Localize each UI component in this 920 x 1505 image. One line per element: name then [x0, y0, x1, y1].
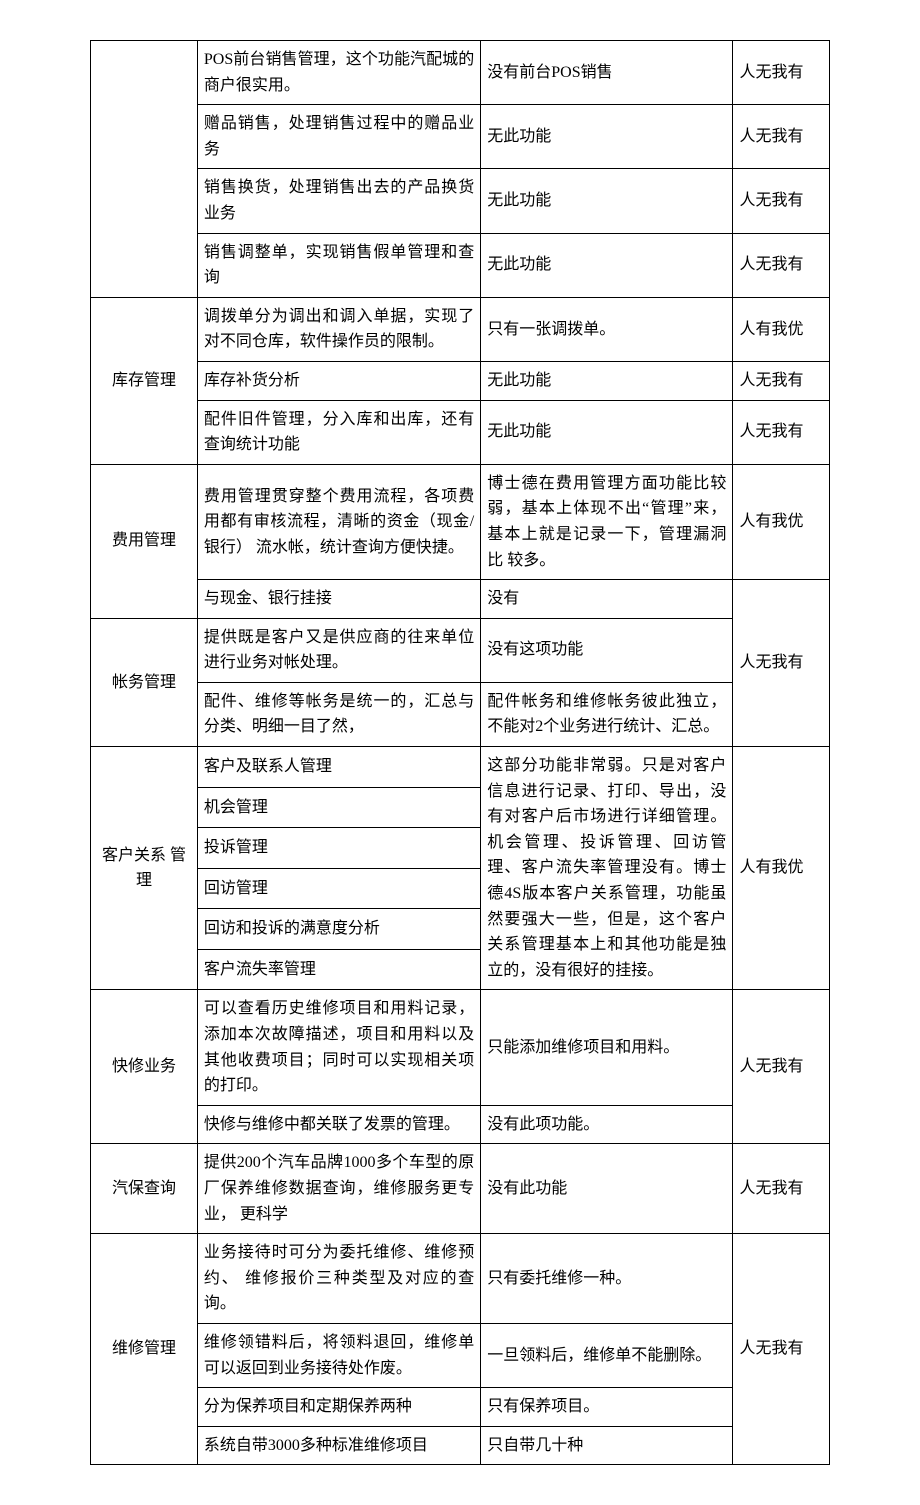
category-cell: 维修管理 [91, 1234, 198, 1465]
table-row: 库存管理调拨单分为调出和调入单据，实现了对不同仓库，软件操作员的限制。只有一张调… [91, 297, 830, 361]
their-feature-cell: 无此功能 [481, 400, 733, 464]
table-row: 销售调整单，实现销售假单管理和查询无此功能人无我有 [91, 233, 830, 297]
their-feature-cell: 无此功能 [481, 105, 733, 169]
table-row: 帐务管理提供既是客户又是供应商的往来单位进行业务对帐处理。没有这项功能 [91, 618, 830, 682]
our-feature-cell: 回访和投诉的满意度分析 [197, 909, 480, 950]
our-feature-cell: 销售换货，处理销售出去的产品换货业务 [197, 169, 480, 233]
table-row: POS前台销售管理，这个功能汽配城的商户很实用。没有前台POS销售人无我有 [91, 41, 830, 105]
conclusion-cell: 人无我有 [733, 41, 830, 105]
our-feature-cell: 提供既是客户又是供应商的往来单位进行业务对帐处理。 [197, 618, 480, 682]
their-feature-cell: 无此功能 [481, 169, 733, 233]
table-row: 库存补货分析无此功能人无我有 [91, 361, 830, 400]
category-cell [91, 41, 198, 298]
their-feature-cell: 这部分功能非常弱。只是对客户信息进行记录、打印、导出，没有对客户后市场进行详细管… [481, 747, 733, 990]
table-row: 费用管理费用管理贯穿整个费用流程，各项费用都有审核流程，清晰的资金（现金/银行）… [91, 464, 830, 579]
table-row: 汽保查询提供200个汽车品牌1000多个车型的原厂保养维修数据查询，维修服务更专… [91, 1144, 830, 1234]
conclusion-cell: 人无我有 [733, 580, 830, 747]
conclusion-cell: 人无我有 [733, 105, 830, 169]
our-feature-cell: 业务接待时可分为委托维修、维修预约、 维修报价三种类型及对应的查询。 [197, 1234, 480, 1324]
their-feature-cell: 没有前台POS销售 [481, 41, 733, 105]
table-row: 客户关系 管理客户及联系人管理这部分功能非常弱。只是对客户信息进行记录、打印、导… [91, 747, 830, 788]
table-row: 维修领错料后，将领料退回，维修单可以返回到业务接待处作废。一旦领料后，维修单不能… [91, 1323, 830, 1387]
our-feature-cell: 费用管理贯穿整个费用流程，各项费用都有审核流程，清晰的资金（现金/银行） 流水帐… [197, 464, 480, 579]
table-row: 与现金、银行挂接没有人无我有 [91, 580, 830, 619]
their-feature-cell: 只自带几十种 [481, 1426, 733, 1465]
comparison-table: POS前台销售管理，这个功能汽配城的商户很实用。没有前台POS销售人无我有赠品销… [90, 40, 830, 1465]
their-feature-cell: 博士德在费用管理方面功能比较 弱，基本上体现不出“管理”来， 基本上就是记录一下… [481, 464, 733, 579]
their-feature-cell: 无此功能 [481, 361, 733, 400]
our-feature-cell: 客户流失率管理 [197, 949, 480, 990]
table-row: 快修业务可以查看历史维修项目和用料记录，添加本次故障描述，项目和用料以及其他收费… [91, 990, 830, 1105]
conclusion-cell: 人无我有 [733, 1144, 830, 1234]
conclusion-cell: 人有我优 [733, 464, 830, 579]
their-feature-cell: 只有保养项目。 [481, 1388, 733, 1427]
conclusion-cell: 人有我优 [733, 297, 830, 361]
our-feature-cell: 客户及联系人管理 [197, 747, 480, 788]
their-feature-cell: 只能添加维修项目和用料。 [481, 990, 733, 1105]
our-feature-cell: 快修与维修中都关联了发票的管理。 [197, 1105, 480, 1144]
category-cell: 汽保查询 [91, 1144, 198, 1234]
their-feature-cell: 没有 [481, 580, 733, 619]
conclusion-cell: 人无我有 [733, 233, 830, 297]
our-feature-cell: 回访管理 [197, 868, 480, 909]
our-feature-cell: 配件、维修等帐务是统一的，汇总与分类、明细一目了然， [197, 682, 480, 746]
our-feature-cell: 投诉管理 [197, 828, 480, 869]
our-feature-cell: 赠品销售，处理销售过程中的赠品业务 [197, 105, 480, 169]
our-feature-cell: 提供200个汽车品牌1000多个车型的原厂保养维修数据查询，维修服务更专业， 更… [197, 1144, 480, 1234]
our-feature-cell: 销售调整单，实现销售假单管理和查询 [197, 233, 480, 297]
table-row: 配件、维修等帐务是统一的，汇总与分类、明细一目了然，配件帐务和维修帐务彼此独立，… [91, 682, 830, 746]
conclusion-cell: 人无我有 [733, 1234, 830, 1465]
their-feature-cell: 配件帐务和维修帐务彼此独立，不能对2个业务进行统计、汇总。 [481, 682, 733, 746]
their-feature-cell: 一旦领料后，维修单不能删除。 [481, 1323, 733, 1387]
our-feature-cell: 分为保养项目和定期保养两种 [197, 1388, 480, 1427]
our-feature-cell: 配件旧件管理，分入库和出库，还有查询统计功能 [197, 400, 480, 464]
category-cell: 费用管理 [91, 464, 198, 618]
table-row: 维修管理业务接待时可分为委托维修、维修预约、 维修报价三种类型及对应的查询。只有… [91, 1234, 830, 1324]
our-feature-cell: 调拨单分为调出和调入单据，实现了对不同仓库，软件操作员的限制。 [197, 297, 480, 361]
their-feature-cell: 没有此项功能。 [481, 1105, 733, 1144]
their-feature-cell: 只有一张调拨单。 [481, 297, 733, 361]
category-cell: 客户关系 管理 [91, 747, 198, 990]
our-feature-cell: 系统自带3000多种标准维修项目 [197, 1426, 480, 1465]
category-cell: 帐务管理 [91, 618, 198, 746]
category-cell: 快修业务 [91, 990, 198, 1144]
their-feature-cell: 无此功能 [481, 233, 733, 297]
table-row: 快修与维修中都关联了发票的管理。没有此项功能。 [91, 1105, 830, 1144]
table-row: 系统自带3000多种标准维修项目只自带几十种 [91, 1426, 830, 1465]
category-cell: 库存管理 [91, 297, 198, 464]
our-feature-cell: 维修领错料后，将领料退回，维修单可以返回到业务接待处作废。 [197, 1323, 480, 1387]
conclusion-cell: 人无我有 [733, 169, 830, 233]
their-feature-cell: 只有委托维修一种。 [481, 1234, 733, 1324]
table-row: 销售换货，处理销售出去的产品换货业务无此功能人无我有 [91, 169, 830, 233]
conclusion-cell: 人无我有 [733, 400, 830, 464]
our-feature-cell: 机会管理 [197, 787, 480, 828]
our-feature-cell: 与现金、银行挂接 [197, 580, 480, 619]
our-feature-cell: 库存补货分析 [197, 361, 480, 400]
our-feature-cell: POS前台销售管理，这个功能汽配城的商户很实用。 [197, 41, 480, 105]
conclusion-cell: 人无我有 [733, 990, 830, 1144]
conclusion-cell: 人有我优 [733, 747, 830, 990]
conclusion-cell: 人无我有 [733, 361, 830, 400]
their-feature-cell: 没有这项功能 [481, 618, 733, 682]
table-row: 分为保养项目和定期保养两种只有保养项目。 [91, 1388, 830, 1427]
our-feature-cell: 可以查看历史维修项目和用料记录，添加本次故障描述，项目和用料以及其他收费项目；同… [197, 990, 480, 1105]
table-row: 赠品销售，处理销售过程中的赠品业务无此功能人无我有 [91, 105, 830, 169]
table-row: 配件旧件管理，分入库和出库，还有查询统计功能无此功能人无我有 [91, 400, 830, 464]
their-feature-cell: 没有此功能 [481, 1144, 733, 1234]
